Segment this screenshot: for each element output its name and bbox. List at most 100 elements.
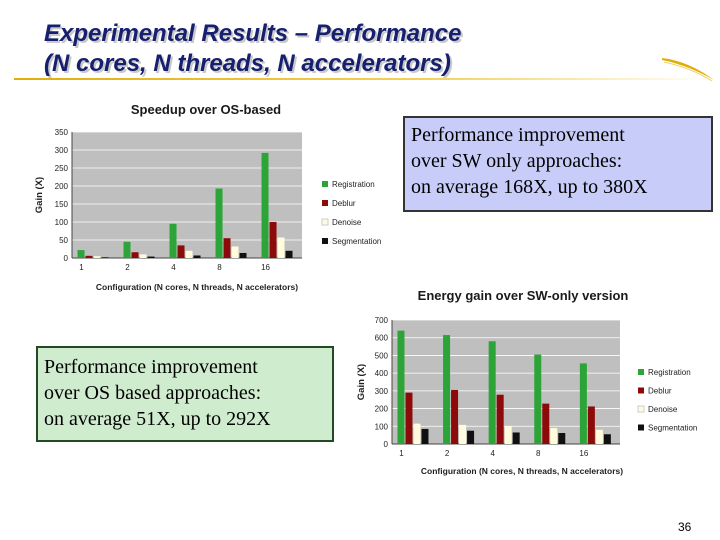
legend-swatch-registration [322, 181, 328, 187]
legend-swatch-deblur [322, 200, 328, 206]
bar-registration [579, 363, 587, 444]
swoosh-decoration-icon [662, 58, 714, 82]
x-tick-label: 16 [261, 263, 270, 272]
energy-gain-chart: Energy gain over SW-only version 0 100 200 3… [356, 288, 697, 476]
legend-label-registration: Registration [648, 368, 691, 377]
legend-label-deblur: Deblur [648, 387, 672, 396]
x-tick-label: 16 [579, 449, 588, 458]
bar-registration [397, 330, 405, 444]
callout-line: over OS based approaches: [44, 382, 262, 404]
bar-denoise [504, 426, 512, 444]
bar-deblur [177, 245, 185, 258]
legend-swatch-segmentation [638, 424, 644, 431]
bar-deblur [85, 255, 93, 258]
bar-registration [534, 354, 542, 444]
legend-label-denoise: Denoise [332, 218, 362, 227]
callout-line: over SW only approaches: [411, 150, 623, 172]
bar-denoise [413, 423, 421, 444]
callout-line: Performance improvement [411, 124, 625, 146]
bar-deblur [496, 394, 504, 444]
x-tick-label: 2 [125, 263, 130, 272]
x-tick-label: 8 [536, 449, 541, 458]
y-tick-label: 100 [375, 422, 389, 431]
os-improvement-callout: Performance improvement over OS based ap… [36, 346, 334, 442]
bar-registration [215, 188, 223, 258]
x-tick-label: 8 [217, 263, 222, 272]
slide-title-line-2: (N cores, N threads, N accelerators) [44, 50, 451, 77]
legend-swatch-denoise [637, 405, 645, 413]
chart-title: Energy gain over SW-only version [418, 288, 629, 303]
y-tick-label: 100 [55, 218, 69, 227]
bar-deblur [131, 252, 139, 258]
y-tick-label: 600 [375, 334, 389, 343]
speedup-chart: Speedup over OS-based 0 50 100 150 200 250 300 3… [34, 102, 381, 292]
callout-line: on average 168X, up to 380X [411, 176, 648, 198]
bar-registration [443, 335, 451, 444]
bar-segmentation [101, 257, 109, 258]
x-axis-label: Configuration (N cores, N threads, N acc… [421, 466, 623, 476]
y-tick-label: 150 [55, 200, 69, 209]
bar-deblur [223, 238, 231, 258]
bar-registration [123, 241, 131, 258]
legend-swatch-registration [638, 369, 644, 375]
y-tick-label: 0 [64, 254, 69, 263]
y-tick-label: 200 [375, 405, 389, 414]
bar-denoise [231, 246, 239, 258]
y-tick-label: 350 [55, 128, 69, 137]
legend-swatch-segmentation [322, 238, 328, 244]
legend-label-denoise: Denoise [648, 405, 678, 414]
bar-deblur [451, 389, 459, 444]
bar-segmentation [421, 428, 429, 444]
bar-deblur [269, 222, 277, 258]
bar-segmentation [558, 433, 566, 444]
y-tick-label: 250 [55, 164, 69, 173]
bar-registration [169, 223, 177, 258]
y-tick-label: 50 [59, 236, 68, 245]
bar-segmentation [467, 430, 475, 444]
bar-registration [488, 341, 496, 444]
y-tick-label: 700 [375, 316, 389, 325]
legend-label-segmentation: Segmentation [648, 424, 697, 433]
bar-segmentation [512, 432, 520, 444]
legend-label-registration: Registration [332, 180, 375, 189]
bar-registration [77, 250, 85, 258]
bar-denoise [459, 424, 467, 444]
chart-title: Speedup over OS-based [131, 102, 281, 117]
legend-label-deblur: Deblur [332, 199, 356, 208]
bar-registration [261, 152, 269, 258]
y-tick-label: 0 [384, 440, 389, 449]
callout-line: on average 51X, up to 292X [44, 408, 271, 430]
callout-line: Performance improvement [44, 356, 258, 378]
bar-segmentation [193, 255, 201, 258]
sw-improvement-callout: Performance improvement over SW only app… [403, 116, 713, 212]
bar-segmentation [239, 252, 247, 258]
bar-denoise [93, 256, 101, 258]
y-tick-label: 300 [55, 146, 69, 155]
bar-denoise [277, 237, 285, 258]
legend-swatch-denoise [321, 218, 329, 226]
y-tick-label: 300 [375, 387, 389, 396]
y-axis-label: Gain (X) [356, 364, 367, 400]
x-axis-label: Configuration (N cores, N threads, N acc… [96, 282, 298, 292]
bar-denoise [139, 254, 147, 258]
x-tick-label: 4 [171, 263, 176, 272]
y-tick-label: 400 [375, 369, 389, 378]
x-tick-label: 4 [490, 449, 495, 458]
title-underline [14, 78, 714, 80]
legend-swatch-deblur [638, 387, 644, 394]
bar-segmentation [147, 256, 155, 258]
y-tick-label: 200 [55, 182, 69, 191]
bar-denoise [550, 428, 558, 444]
bar-denoise [185, 250, 193, 258]
bar-segmentation [285, 250, 293, 258]
bar-deblur [587, 406, 595, 444]
bar-deblur [405, 392, 413, 444]
bar-deblur [542, 403, 550, 444]
x-tick-label: 1 [399, 449, 404, 458]
x-tick-label: 2 [445, 449, 450, 458]
bar-denoise [595, 429, 603, 444]
x-tick-label: 1 [79, 263, 84, 272]
page-number: 36 [678, 520, 692, 534]
bar-segmentation [603, 434, 611, 444]
slide-title-line-1: Experimental Results – Performance [44, 20, 462, 47]
